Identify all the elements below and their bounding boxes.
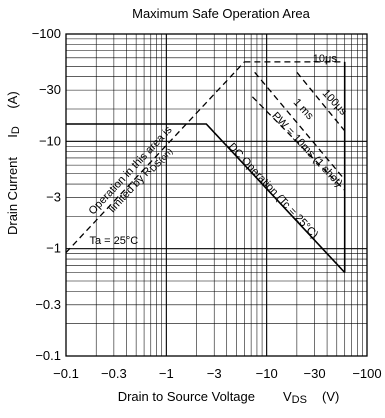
y-axis-symbol-group: ID	[5, 126, 22, 138]
x-tick-label: −0.3	[101, 366, 127, 381]
annotation-t1ms: 1 ms	[291, 97, 316, 123]
tick-labels: −0.1 −0.3 −1 −3 −10 −30 −100 −0.1 −0.3 −1 −3 −10 −30…	[32, 26, 382, 381]
series	[65, 61, 346, 274]
y-tick-label: −10	[39, 133, 61, 148]
y-tick-label: −1	[46, 241, 61, 256]
y-tick-label: −100	[32, 26, 61, 41]
x-tick-label: −3	[207, 366, 222, 381]
y-axis-unit: (A)	[5, 91, 20, 108]
x-axis-unit: (V)	[322, 389, 339, 404]
series-line	[296, 71, 346, 132]
y-axis-label: Drain Current	[5, 157, 20, 235]
y-axis-unit-group: (A)	[5, 91, 20, 108]
series-line	[65, 61, 245, 254]
y-axis-symbol: ID	[5, 126, 22, 138]
annotation-ta: Ta = 25°C	[90, 235, 139, 247]
x-tick-label: −0.1	[53, 366, 79, 381]
annotations: Operation in this area islimited by RDS(…	[87, 53, 350, 247]
y-tick-label: −3	[46, 189, 61, 204]
x-tick-label: −100	[352, 366, 381, 381]
y-tick-label: −0.1	[35, 348, 61, 363]
grid	[65, 33, 368, 357]
x-axis-symbol: VDS	[283, 389, 307, 406]
series-line	[254, 71, 346, 181]
x-tick-label: −10	[256, 366, 278, 381]
y-tick-label: −0.3	[35, 297, 61, 312]
series-line	[66, 123, 346, 274]
annotation-rds: Operation in this area islimited by RDS(…	[87, 124, 186, 227]
series-line	[251, 96, 346, 191]
x-tick-label: −1	[159, 366, 174, 381]
chart-title: Maximum Safe Operation Area	[132, 6, 311, 21]
annotation-t10us: 10μs	[313, 53, 338, 65]
x-tick-label: −30	[304, 366, 326, 381]
x-axis-label: Drain to Source Voltage	[118, 389, 255, 404]
y-axis-label-group: Drain Current	[5, 157, 20, 235]
plot-frame	[65, 33, 368, 357]
y-tick-label: −30	[39, 82, 61, 97]
